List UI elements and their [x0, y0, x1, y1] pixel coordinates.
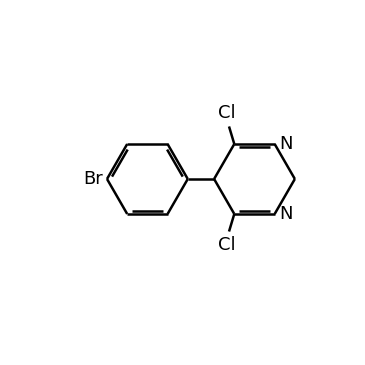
- Text: Br: Br: [83, 170, 103, 188]
- Text: Cl: Cl: [219, 104, 236, 122]
- Text: N: N: [279, 205, 292, 223]
- Text: N: N: [279, 135, 292, 153]
- Text: Cl: Cl: [219, 236, 236, 254]
